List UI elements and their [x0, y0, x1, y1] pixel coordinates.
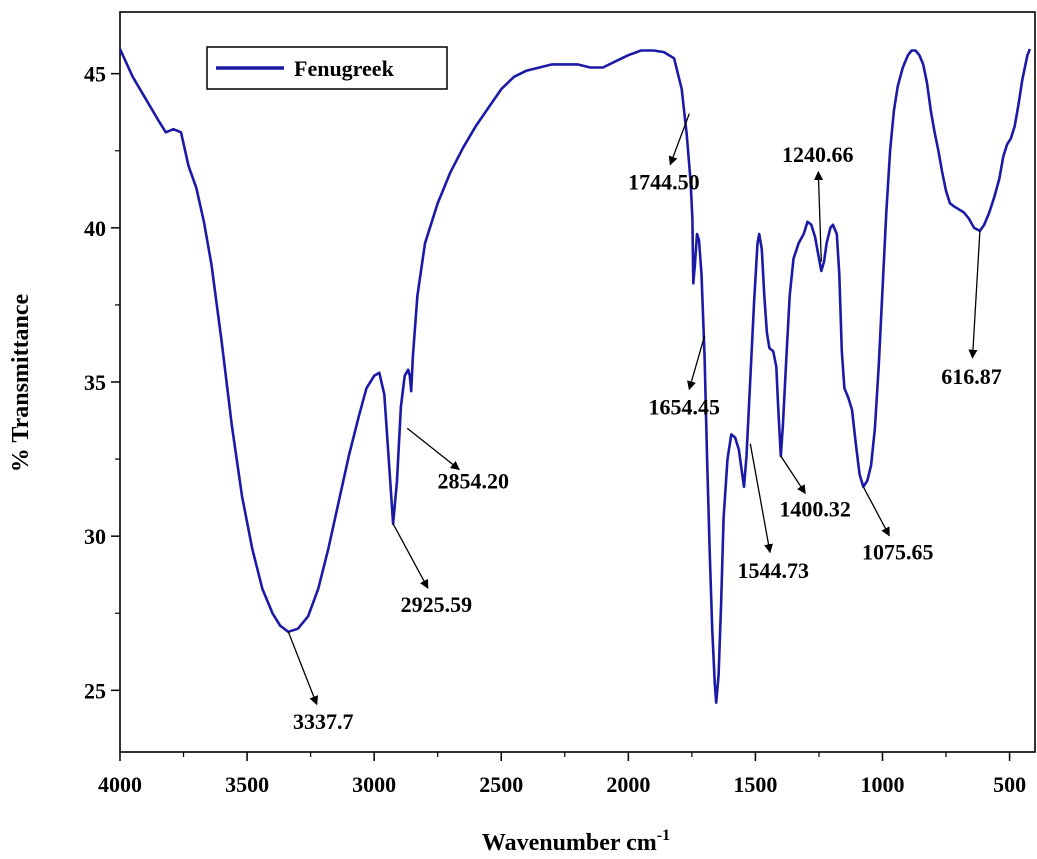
- annotation-label: 1400.32: [779, 496, 851, 521]
- annotation-label: 1544.73: [737, 558, 809, 583]
- x-tick-label: 500: [993, 772, 1026, 797]
- annotation-arrow: [862, 486, 890, 537]
- x-tick-label: 3000: [352, 772, 396, 797]
- y-axis-ticks: 25 30 35 40 45: [84, 62, 120, 703]
- x-axis-title-text: Wavenumber cm: [482, 830, 657, 856]
- x-tick-label: 1000: [861, 772, 905, 797]
- plot-area-border: [119, 11, 1036, 753]
- annotation-label: 1654.45: [649, 395, 721, 420]
- annotation-arrow: [968, 230, 981, 359]
- annotation-arrow: [814, 170, 824, 262]
- annotation-arrow: [668, 113, 690, 166]
- legend: Fenugreek: [206, 46, 448, 90]
- annotation-label: 1744.50: [628, 170, 700, 195]
- annotation-label: 1240.66: [782, 142, 854, 167]
- x-tick-label: 2500: [479, 772, 523, 797]
- annotation-arrow: [406, 427, 460, 471]
- x-axis-ticks: 4000 3500 3000 2500 2000 1500 1000 500: [98, 752, 1026, 797]
- y-tick-label: 45: [84, 62, 106, 87]
- annotation-label: 616.87: [941, 364, 1002, 389]
- x-axis-title: Wavenumber cm-1: [482, 827, 670, 856]
- x-tick-label: 1500: [733, 772, 777, 797]
- legend-entry-fenugreek: Fenugreek: [294, 56, 395, 81]
- y-tick-label: 30: [84, 524, 106, 549]
- annotation-arrow: [780, 455, 806, 495]
- y-tick-label: 35: [84, 370, 106, 395]
- x-tick-label: 3500: [225, 772, 269, 797]
- annotation-arrow: [392, 523, 429, 590]
- y-tick-label: 40: [84, 216, 106, 241]
- plot-frame: [119, 11, 1036, 753]
- annotation-label: 3337.7: [293, 709, 354, 734]
- y-axis-title: % Transmittance: [8, 293, 34, 472]
- x-tick-label: 2000: [606, 772, 650, 797]
- x-tick-label: 4000: [98, 772, 142, 797]
- annotation-label: 2854.20: [438, 469, 510, 494]
- series-layer: [118, 48, 1032, 704]
- annotation-arrow: [749, 443, 774, 554]
- annotation-label: 1075.65: [862, 540, 934, 565]
- annotation-arrow: [687, 335, 706, 391]
- annotation-label: 2925.59: [401, 592, 473, 617]
- annotation-layer: 3337.7 2925.59 2854.20 1744.50 1654.45 1544.7…: [287, 113, 1002, 734]
- x-axis-title-superscript: -1: [657, 827, 670, 844]
- series-line-fenugreek: [118, 48, 1032, 704]
- y-tick-label: 25: [84, 678, 106, 703]
- annotation-arrow: [287, 631, 319, 706]
